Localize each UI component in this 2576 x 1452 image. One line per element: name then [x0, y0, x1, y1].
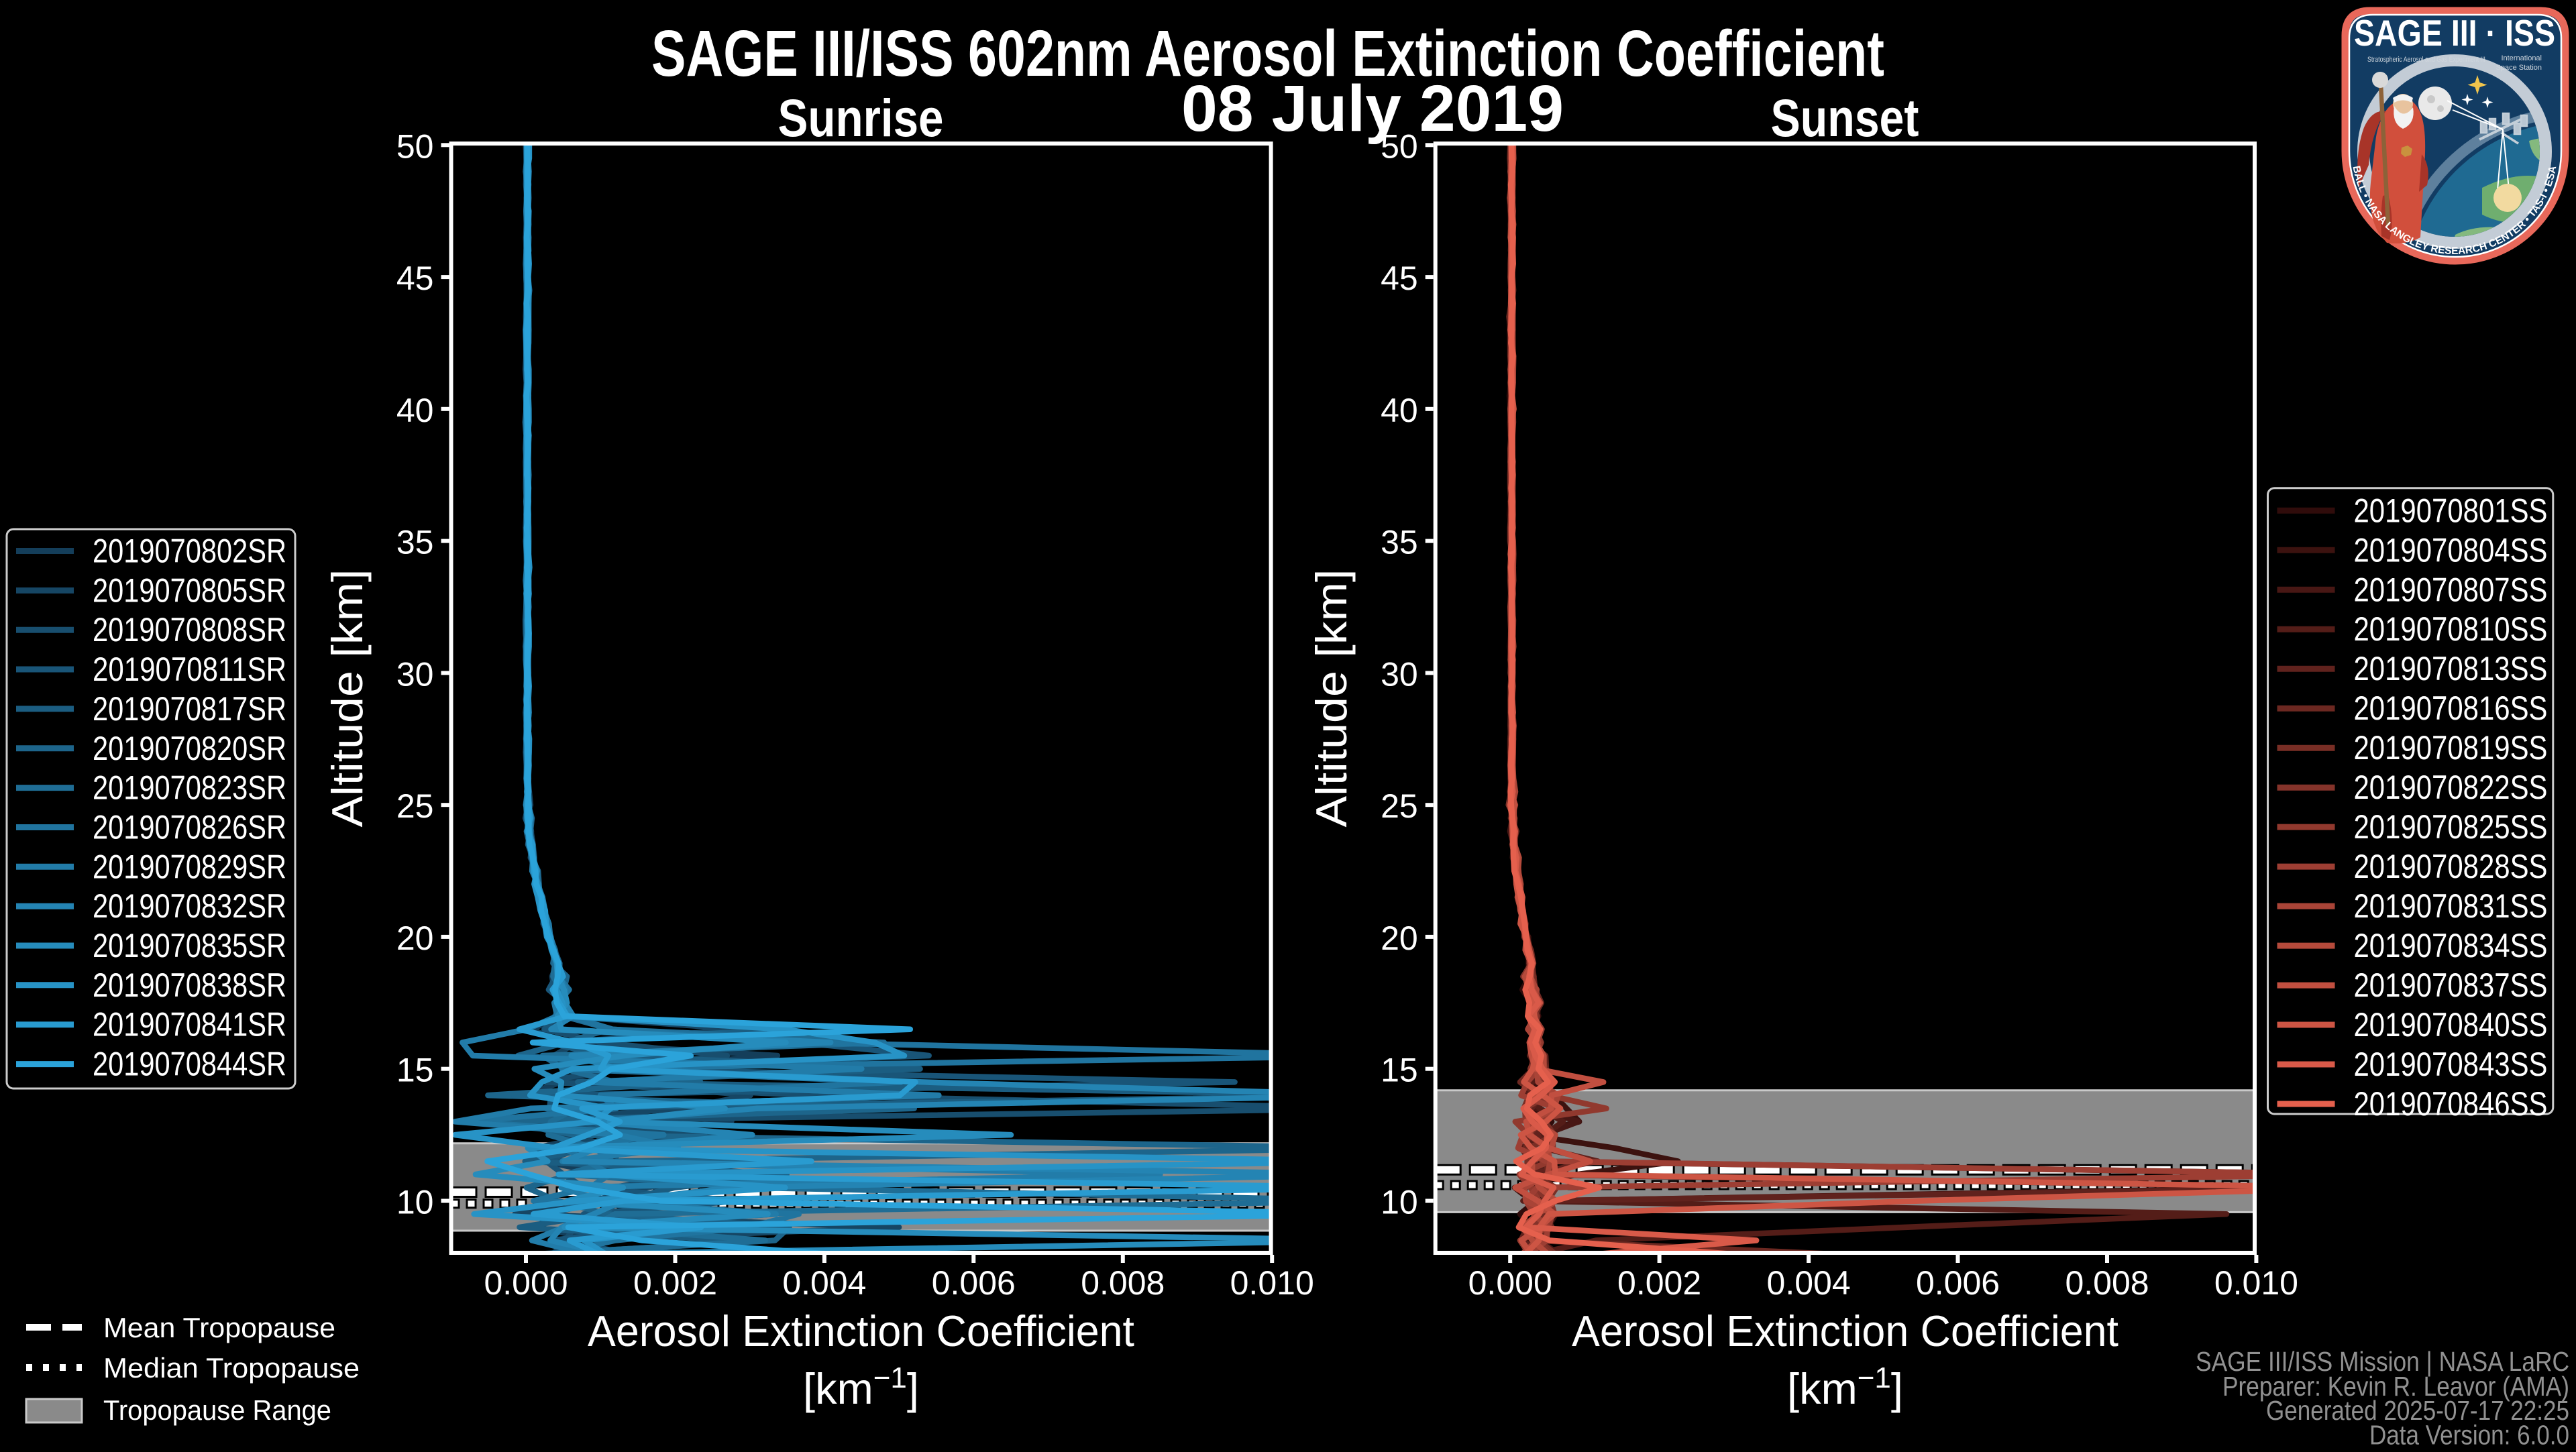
- svg-text:2019070844SR: 2019070844SR: [93, 1046, 286, 1083]
- svg-text:SAGE III/ISS Mission | NASA La: SAGE III/ISS Mission | NASA LaRC: [2196, 1346, 2569, 1377]
- svg-text:2019070811SR: 2019070811SR: [93, 651, 286, 688]
- svg-text:Space Station: Space Station: [2496, 64, 2542, 72]
- svg-text:2019070846SS: 2019070846SS: [2354, 1085, 2548, 1123]
- svg-text:2019070838SR: 2019070838SR: [93, 966, 286, 1004]
- svg-text:SAGE III/ISS 602nm Aerosol Ext: SAGE III/ISS 602nm Aerosol Extinction Co…: [651, 17, 1884, 90]
- svg-text:SAGE III · ISS: SAGE III · ISS: [2354, 12, 2555, 54]
- svg-text:0.004: 0.004: [1767, 1264, 1851, 1302]
- svg-text:Sunrise: Sunrise: [778, 88, 944, 148]
- svg-text:2019070820SR: 2019070820SR: [93, 730, 286, 767]
- svg-text:International: International: [2501, 54, 2542, 62]
- svg-text:Tropopause Range: Tropopause Range: [103, 1394, 331, 1426]
- svg-text:2019070828SS: 2019070828SS: [2354, 848, 2548, 885]
- svg-text:2019070819SS: 2019070819SS: [2354, 729, 2548, 767]
- svg-text:2019070808SR: 2019070808SR: [93, 611, 286, 649]
- svg-text:10: 10: [396, 1184, 434, 1221]
- svg-text:Altitude [km]: Altitude [km]: [1307, 569, 1356, 828]
- svg-text:2019070816SS: 2019070816SS: [2354, 689, 2548, 727]
- svg-text:0.000: 0.000: [1468, 1264, 1552, 1302]
- svg-text:Stratospheric Aerosol and Gas: Stratospheric Aerosol and Gas Experiment…: [2367, 56, 2485, 64]
- svg-text:40: 40: [396, 392, 434, 429]
- svg-text:25: 25: [1381, 787, 1418, 825]
- svg-text:0.002: 0.002: [1617, 1264, 1701, 1302]
- svg-text:0.004: 0.004: [782, 1264, 866, 1302]
- svg-text:0.010: 0.010: [1230, 1264, 1314, 1302]
- svg-text:35: 35: [1381, 524, 1418, 561]
- svg-text:0.006: 0.006: [932, 1264, 1016, 1302]
- svg-text:0.008: 0.008: [2065, 1264, 2149, 1302]
- svg-text:50: 50: [1381, 127, 1418, 165]
- svg-text:10: 10: [1381, 1184, 1418, 1221]
- svg-text:08 July 2019: 08 July 2019: [1181, 72, 1564, 145]
- svg-text:2019070822SS: 2019070822SS: [2354, 769, 2548, 806]
- svg-text:Aerosol Extinction Coefficient: Aerosol Extinction Coefficient: [1572, 1306, 2118, 1355]
- svg-text:30: 30: [1381, 655, 1418, 693]
- svg-text:Altitude [km]: Altitude [km]: [323, 569, 372, 828]
- svg-text:45: 45: [1381, 260, 1418, 297]
- svg-text:Mean Tropopause: Mean Tropopause: [103, 1312, 335, 1343]
- svg-text:Median Tropopause: Median Tropopause: [103, 1352, 360, 1384]
- svg-text:2019070826SR: 2019070826SR: [93, 809, 286, 846]
- svg-text:15: 15: [396, 1052, 434, 1089]
- svg-text:2019070823SR: 2019070823SR: [93, 769, 286, 807]
- svg-text:2019070831SS: 2019070831SS: [2354, 887, 2548, 925]
- svg-text:Data Version: 6.0.0: Data Version: 6.0.0: [2369, 1420, 2569, 1449]
- svg-text:2019070829SR: 2019070829SR: [93, 848, 286, 885]
- svg-text:25: 25: [396, 787, 434, 825]
- svg-text:45: 45: [396, 260, 434, 297]
- svg-text:2019070825SS: 2019070825SS: [2354, 808, 2548, 846]
- svg-text:2019070841SR: 2019070841SR: [93, 1006, 286, 1044]
- svg-text:0.008: 0.008: [1081, 1264, 1165, 1302]
- svg-text:Preparer: Kevin R. Leavor (AMA: Preparer: Kevin R. Leavor (AMA): [2222, 1371, 2569, 1402]
- svg-text:15: 15: [1381, 1052, 1418, 1089]
- svg-text:0.000: 0.000: [484, 1264, 568, 1302]
- svg-text:2019070804SS: 2019070804SS: [2354, 531, 2548, 569]
- svg-text:Aerosol Extinction Coefficient: Aerosol Extinction Coefficient: [588, 1306, 1134, 1355]
- svg-text:30: 30: [396, 655, 434, 693]
- svg-text:2019070802SR: 2019070802SR: [93, 533, 286, 570]
- svg-text:20: 20: [1381, 919, 1418, 957]
- svg-text:0.006: 0.006: [1916, 1264, 2000, 1302]
- svg-text:2019070835SR: 2019070835SR: [93, 927, 286, 964]
- svg-text:2019070810SS: 2019070810SS: [2354, 610, 2548, 648]
- svg-text:2019070813SS: 2019070813SS: [2354, 650, 2548, 687]
- svg-text:2019070843SS: 2019070843SS: [2354, 1046, 2548, 1083]
- svg-text:40: 40: [1381, 392, 1418, 429]
- svg-text:2019070834SS: 2019070834SS: [2354, 927, 2548, 964]
- svg-text:20: 20: [396, 919, 434, 957]
- svg-text:2019070801SS: 2019070801SS: [2354, 492, 2548, 529]
- svg-text:2019070805SR: 2019070805SR: [93, 571, 286, 609]
- svg-text:2019070832SR: 2019070832SR: [93, 887, 286, 925]
- svg-text:50: 50: [396, 127, 434, 165]
- svg-text:2019070840SS: 2019070840SS: [2354, 1006, 2548, 1044]
- svg-text:2019070837SS: 2019070837SS: [2354, 966, 2548, 1004]
- svg-text:2019070807SS: 2019070807SS: [2354, 571, 2548, 608]
- svg-text:35: 35: [396, 524, 434, 561]
- svg-text:0.010: 0.010: [2214, 1264, 2298, 1302]
- svg-text:0.002: 0.002: [633, 1264, 717, 1302]
- svg-text:2019070817SR: 2019070817SR: [93, 690, 286, 728]
- svg-text:Generated 2025-07-17 22:25: Generated 2025-07-17 22:25: [2266, 1395, 2569, 1426]
- svg-text:Sunset: Sunset: [1771, 88, 1919, 148]
